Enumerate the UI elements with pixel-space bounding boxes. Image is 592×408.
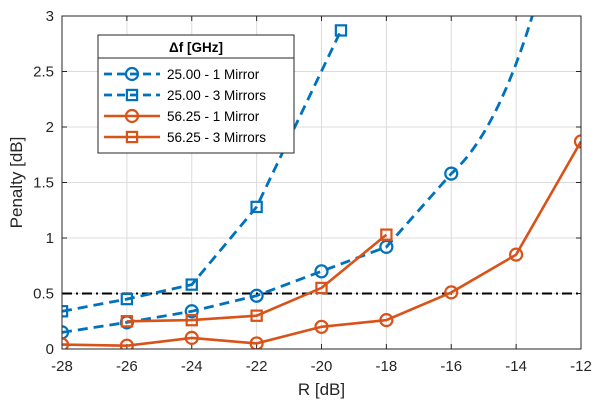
- x-axis-label: R [dB]: [298, 380, 345, 399]
- y-axis-label: Penalty [dB]: [7, 137, 26, 229]
- x-tick-label: -20: [311, 358, 333, 375]
- square-marker: [250, 200, 263, 214]
- series-layer: [62, 16, 581, 349]
- series-line: [126, 233, 388, 323]
- circle-marker: [573, 134, 581, 149]
- circle-marker: [62, 337, 70, 349]
- series-line: [62, 29, 343, 313]
- legend-items: 25.00 - 1 Mirror 25.00 - 3 Mirrors 56.25 -…: [104, 66, 266, 145]
- circle-marker: [184, 330, 199, 345]
- x-tick-label: -12: [570, 358, 592, 375]
- x-tick-label: -14: [505, 358, 527, 375]
- circle-marker: [379, 313, 394, 328]
- x-tick-label: -22: [246, 358, 268, 375]
- series-56-25-3-mirrors: [120, 228, 393, 328]
- legend-label: 25.00 - 1 Mirror: [167, 67, 260, 82]
- y-tick-label: 2.5: [33, 64, 54, 81]
- legend-item: 56.25 - 1 Mirror: [104, 108, 260, 124]
- series-56-25-1-mirror: [62, 134, 581, 349]
- circle-marker: [62, 325, 70, 340]
- y-tick-label: 0: [46, 341, 54, 358]
- x-tick-label: -24: [181, 358, 203, 375]
- legend-label: 25.00 - 3 Mirrors: [167, 88, 266, 103]
- circle-marker: [444, 166, 459, 181]
- square-marker: [315, 281, 328, 295]
- y-tick-label: 0.5: [33, 286, 54, 303]
- legend-item: 56.25 - 3 Mirrors: [104, 130, 266, 145]
- y-tick-label: 2: [46, 119, 54, 136]
- y-tick-label: 3: [46, 8, 54, 25]
- circle-marker: [119, 338, 134, 349]
- y-tick-label: 1.5: [33, 175, 54, 192]
- x-tick-label: -26: [116, 358, 138, 375]
- x-tick-label: -18: [376, 358, 398, 375]
- legend-title: Δf [GHz]: [169, 40, 223, 55]
- circle-marker: [184, 304, 199, 319]
- circle-marker: [509, 247, 524, 262]
- square-marker: [120, 292, 134, 306]
- circle-marker: [314, 264, 329, 279]
- plot-frame: [61, 15, 582, 350]
- x-tick-label: -28: [51, 358, 73, 375]
- square-marker: [125, 88, 139, 102]
- legend: Δf [GHz] 25.00 - 1 Mirror 25.00 - 3 Mirro…: [97, 34, 295, 154]
- legend-label: 56.25 - 3 Mirrors: [167, 130, 266, 145]
- circle-marker: [249, 336, 264, 349]
- circle-marker: [124, 108, 140, 124]
- circle-marker: [249, 288, 264, 303]
- square-marker: [120, 315, 134, 328]
- x-tick-label: -16: [440, 358, 462, 375]
- circle-marker: [444, 285, 459, 300]
- legend-label: 56.25 - 1 Mirror: [167, 109, 260, 124]
- square-marker: [334, 24, 348, 37]
- y-tick-labels: 0 0.5 1 1.5 2 2.5 3: [33, 8, 54, 358]
- square-marker: [185, 313, 198, 327]
- square-marker: [250, 309, 263, 322]
- x-tick-labels: -28 -26 -24 -22 -20 -18 -16 -14 -12: [51, 358, 592, 375]
- legend-item: 25.00 - 1 Mirror: [104, 66, 260, 82]
- square-marker: [380, 228, 393, 241]
- series-line: [62, 140, 581, 348]
- series-line: [62, 16, 534, 334]
- circle-marker: [314, 319, 329, 334]
- series-25-00-1-mirror: [62, 16, 534, 340]
- y-tick-label: 1: [46, 230, 54, 247]
- circle-marker: [124, 66, 140, 82]
- legend-item: 25.00 - 3 Mirrors: [104, 88, 266, 103]
- square-marker: [185, 278, 198, 291]
- circle-marker: [379, 239, 394, 254]
- square-marker: [125, 130, 139, 144]
